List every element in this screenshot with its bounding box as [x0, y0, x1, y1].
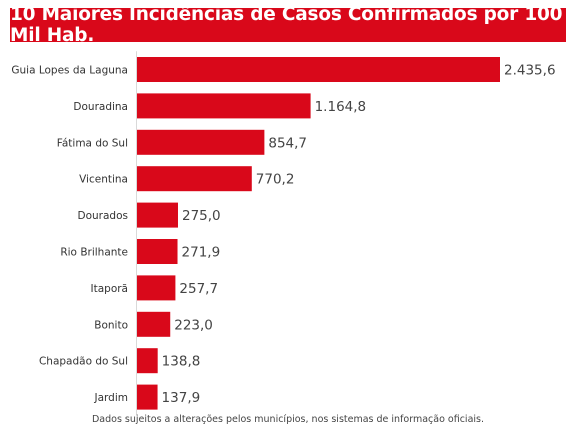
chart-title: 10 Maiores Incidências de Casos Confirma…	[10, 4, 566, 46]
value-label: 223,0	[174, 317, 213, 333]
bar	[137, 166, 252, 192]
category-label: Vicentina	[79, 174, 128, 186]
value-label: 1.164,8	[315, 99, 367, 115]
bar	[137, 384, 158, 410]
category-label: Jardim	[94, 392, 128, 404]
bar	[137, 129, 265, 155]
value-label: 770,2	[256, 172, 295, 188]
value-label: 2.435,6	[504, 63, 556, 79]
category-label: Dourados	[78, 210, 128, 222]
value-label: 271,9	[182, 245, 221, 261]
footnote: Dados sujeitos a alterações pelos municí…	[91, 414, 484, 425]
value-label: 854,7	[268, 135, 307, 151]
bar	[137, 348, 158, 374]
value-label: 275,0	[182, 208, 221, 224]
category-label: Chapadão do Sul	[39, 356, 128, 368]
bar	[137, 311, 171, 337]
bar	[137, 202, 178, 228]
bar	[137, 275, 176, 301]
category-label: Douradina	[73, 101, 128, 113]
category-label: Itaporã	[91, 283, 129, 295]
category-label: Rio Brilhante	[60, 247, 128, 259]
value-label: 257,7	[179, 281, 218, 297]
bar	[137, 239, 178, 264]
bar	[137, 57, 500, 82]
value-label: 138,8	[162, 354, 201, 370]
category-label: Guia Lopes da Laguna	[11, 65, 128, 77]
category-label: Bonito	[94, 319, 128, 331]
value-label: 137,9	[162, 390, 201, 406]
bar	[137, 93, 311, 119]
category-label: Fátima do Sul	[57, 137, 128, 149]
